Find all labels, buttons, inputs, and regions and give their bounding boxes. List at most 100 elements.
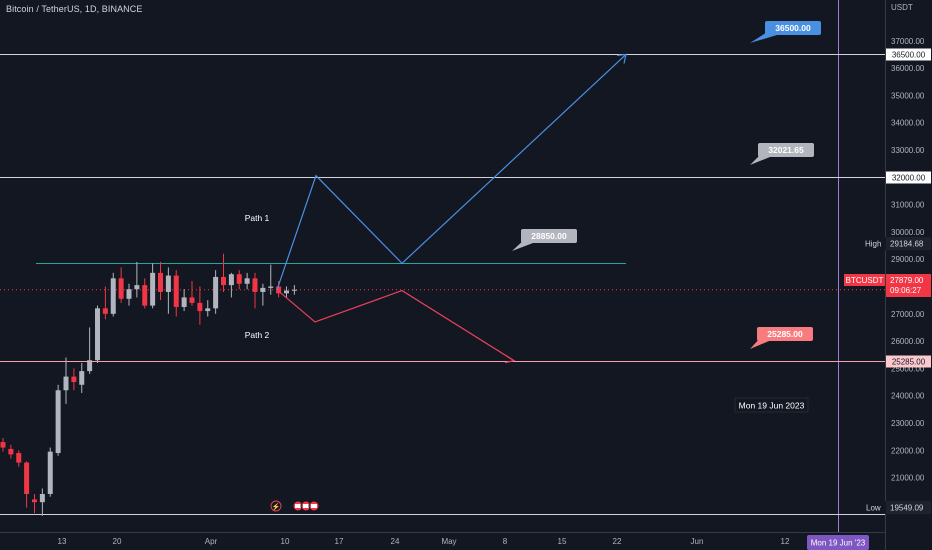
candle-body bbox=[268, 286, 274, 288]
candle-body bbox=[284, 290, 289, 294]
level-price-label: 32000.00 bbox=[892, 174, 926, 183]
candle-body bbox=[102, 308, 108, 314]
flag-icon bbox=[311, 504, 317, 508]
time-tick-label: 22 bbox=[613, 537, 622, 546]
lightning-event-icon bbox=[270, 500, 282, 512]
candle-body bbox=[71, 376, 77, 383]
candle-body bbox=[134, 285, 140, 290]
candle-body bbox=[205, 308, 211, 312]
candle-body bbox=[87, 360, 93, 372]
high-value-badge bbox=[886, 237, 931, 250]
level-price-badge bbox=[886, 355, 931, 368]
path-2-label-bg bbox=[242, 329, 272, 341]
path-1-label: Path 1 bbox=[245, 213, 270, 223]
candle-body bbox=[173, 275, 179, 307]
candle-body bbox=[165, 275, 171, 292]
candle-body bbox=[276, 286, 282, 294]
path-1-line bbox=[276, 54, 627, 290]
bar-countdown: 09:06:27 bbox=[890, 286, 922, 295]
time-tick-label: 20 bbox=[113, 537, 122, 546]
price-tick-label: 30000.00 bbox=[891, 228, 925, 237]
candle-body bbox=[244, 278, 250, 284]
chart-title: Bitcoin / TetherUS, 1D, BINANCE bbox=[6, 4, 143, 14]
candle-body bbox=[110, 278, 116, 314]
date-annotation-box bbox=[734, 397, 809, 413]
path-2-arrowhead bbox=[504, 355, 516, 364]
level-price-badge bbox=[886, 171, 931, 184]
candle-body bbox=[16, 453, 22, 463]
candle-body bbox=[55, 390, 61, 454]
price-tick-label: 29000.00 bbox=[891, 255, 925, 264]
time-tick-label: 17 bbox=[335, 537, 344, 546]
level-price-label: 36500.00 bbox=[892, 51, 926, 60]
candle-body bbox=[32, 499, 37, 503]
candle-body bbox=[39, 493, 45, 503]
time-tick-label: 10 bbox=[281, 537, 290, 546]
candle-body bbox=[126, 289, 132, 299]
time-tick-label: 8 bbox=[503, 537, 508, 546]
price-tick-label: 24000.00 bbox=[891, 392, 925, 401]
price-tick-label: 21000.00 bbox=[891, 474, 925, 483]
callout-text: 32021.65 bbox=[768, 145, 804, 155]
candle-body bbox=[95, 308, 100, 361]
candle-body bbox=[8, 448, 14, 455]
low-tag-label: Low bbox=[866, 504, 881, 513]
time-tick-label: Apr bbox=[205, 537, 218, 546]
candle-body bbox=[213, 276, 219, 309]
candle-body bbox=[47, 451, 53, 494]
symbol-badge bbox=[844, 274, 885, 286]
candle-body bbox=[228, 274, 234, 286]
low-tag-bg bbox=[861, 501, 886, 514]
time-tick-label: 24 bbox=[391, 537, 400, 546]
price-tick-label: 36000.00 bbox=[891, 64, 925, 73]
time-tick-label: 12 bbox=[781, 537, 790, 546]
annotations: Path 1 Path 2 36500.00 32021.65 28850.00 2528… bbox=[242, 21, 821, 512]
candle-body bbox=[197, 302, 203, 312]
flag-icon bbox=[295, 504, 301, 508]
price-tick-label: 27000.00 bbox=[891, 310, 925, 319]
price-tick-label: 22000.00 bbox=[891, 446, 925, 455]
price-tick-label: 25000.00 bbox=[891, 364, 925, 373]
callout-badge bbox=[521, 229, 577, 243]
high-value: 29184.68 bbox=[890, 240, 924, 249]
cursor-date-badge bbox=[807, 535, 869, 550]
candle-body bbox=[221, 276, 226, 286]
candle-body bbox=[260, 287, 266, 292]
time-tick-label: Jun bbox=[691, 537, 704, 546]
horizontal-levels bbox=[0, 54, 885, 515]
path-1-label-bg bbox=[242, 212, 272, 224]
date-annotation: Mon 19 Jun 2023 bbox=[739, 401, 805, 411]
symbol-badge-text: BTCUSDT bbox=[846, 276, 884, 285]
level-price-label: 25285.00 bbox=[892, 358, 926, 367]
candle-body bbox=[142, 285, 148, 306]
flag-icon bbox=[303, 504, 309, 508]
candle-body bbox=[291, 289, 297, 291]
high-tag-bg bbox=[861, 237, 886, 250]
callout-text: 25285.00 bbox=[767, 329, 803, 339]
price-tick-label: 34000.00 bbox=[891, 119, 925, 128]
candle-body bbox=[0, 442, 6, 448]
candle-body bbox=[118, 278, 124, 299]
price-tick-label: 26000.00 bbox=[891, 337, 925, 346]
price-tick-label: 37000.00 bbox=[891, 37, 925, 46]
callout-badge bbox=[758, 143, 814, 157]
candle-body bbox=[181, 297, 187, 307]
last-price-value: 27879.00 bbox=[890, 276, 924, 285]
level-price-badge bbox=[886, 48, 931, 61]
candle-body bbox=[150, 272, 156, 306]
path-1-arrowhead bbox=[616, 53, 627, 64]
time-tick-label: May bbox=[441, 537, 456, 546]
path-2-label: Path 2 bbox=[245, 330, 270, 340]
candle-body bbox=[158, 272, 163, 292]
lightning-glyph-icon: ⚡ bbox=[272, 502, 281, 511]
cursor-date-label: Mon 19 Jun '23 bbox=[811, 539, 866, 548]
low-value-badge bbox=[886, 501, 931, 514]
price-tick-label: 23000.00 bbox=[891, 419, 925, 428]
candle-body bbox=[189, 297, 195, 303]
path-2-line bbox=[276, 289, 515, 362]
candle-body bbox=[252, 278, 258, 292]
projection-paths bbox=[276, 53, 627, 364]
last-price-badge bbox=[886, 274, 931, 297]
